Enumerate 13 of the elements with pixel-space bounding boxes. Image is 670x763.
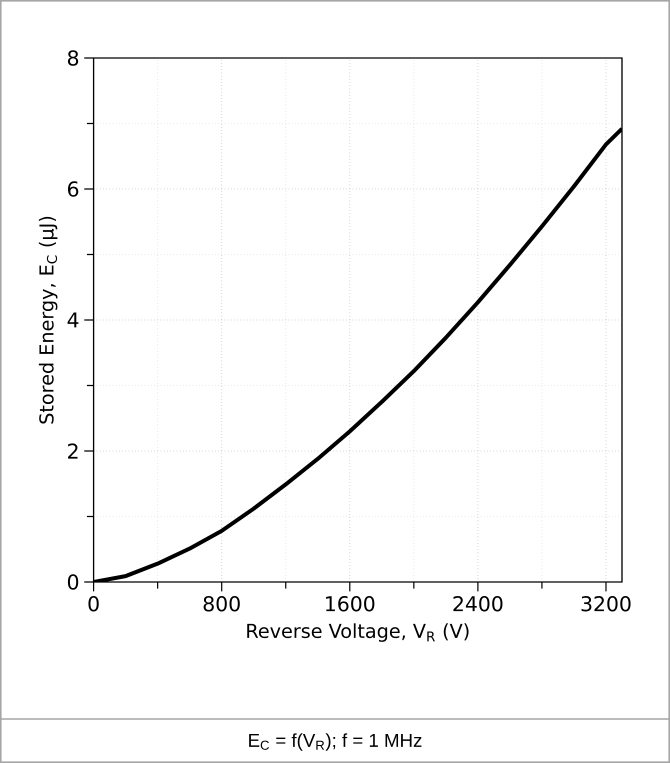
text: E$_{C}$ = f(V$_{R}$); f = 1 MHz — [249, 733, 422, 751]
y-tick-label: 4 — [68, 312, 78, 328]
y-tick-label: 2 — [68, 443, 78, 459]
y-tick-label: 8 — [68, 50, 78, 66]
y-axis-title: Stored Energy, E$_{C}$ (μJ) — [38, 216, 58, 424]
x-tick-label: 1600 — [326, 596, 374, 612]
x-tick-label: 0 — [88, 596, 99, 612]
x-tick-label: 2400 — [453, 596, 502, 612]
x-tick-label: 800 — [204, 596, 240, 612]
y-tick-label: 6 — [68, 181, 78, 197]
y-tick-label: 0 — [68, 574, 78, 590]
x-axis-title: Reverse Voltage, V$_{R}$ (V) — [247, 623, 469, 642]
x-tick-label: 3200 — [582, 596, 631, 612]
